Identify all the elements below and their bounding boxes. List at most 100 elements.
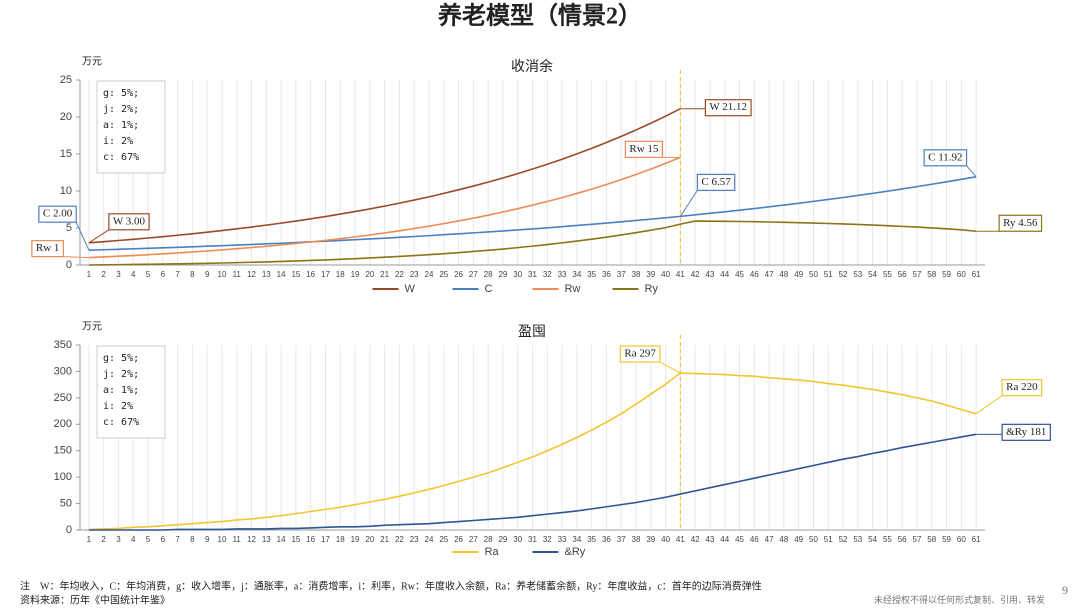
x-tick-label: 9 bbox=[205, 535, 210, 544]
callout-box bbox=[696, 173, 736, 191]
y-tick-label: 20 bbox=[60, 111, 72, 123]
parameter-text: a: 1%; bbox=[103, 385, 139, 396]
x-tick-label: 43 bbox=[705, 535, 714, 544]
x-tick-label: 8 bbox=[190, 270, 195, 279]
page-number: 9 bbox=[1062, 583, 1068, 597]
x-tick-label: 37 bbox=[617, 270, 626, 279]
y-tick-label: 350 bbox=[54, 339, 72, 351]
parameter-text: c: 67% bbox=[103, 152, 139, 163]
data-callout: Ra 297 bbox=[619, 345, 681, 374]
x-tick-label: 2 bbox=[101, 535, 106, 544]
x-tick-label: 20 bbox=[365, 535, 374, 544]
x-tick-label: 52 bbox=[839, 535, 848, 544]
x-tick-label: 17 bbox=[321, 535, 330, 544]
callout-box bbox=[704, 99, 752, 117]
y-tick-label: 150 bbox=[54, 445, 72, 457]
legend-label: Ra bbox=[485, 546, 500, 558]
data-callout: Rw 1 bbox=[31, 240, 89, 259]
x-tick-label: 5 bbox=[146, 535, 151, 544]
x-tick-label: 3 bbox=[116, 535, 121, 544]
x-tick-label: 28 bbox=[484, 270, 493, 279]
x-tick-label: 51 bbox=[824, 535, 833, 544]
x-tick-label: 28 bbox=[484, 535, 493, 544]
x-tick-label: 1 bbox=[87, 270, 92, 279]
callout-leader bbox=[63, 256, 89, 259]
x-tick-label: 7 bbox=[175, 535, 180, 544]
data-label: Ry 4.56 bbox=[1003, 217, 1038, 229]
data-callout: Ra 220 bbox=[975, 379, 1043, 415]
data-callout: &Ry 181 bbox=[976, 423, 1051, 441]
x-tick-label: 21 bbox=[380, 270, 389, 279]
x-tick-label: 10 bbox=[218, 270, 227, 279]
y-tick-label: 100 bbox=[54, 471, 72, 483]
x-tick-label: 41 bbox=[676, 535, 685, 544]
series-line bbox=[88, 372, 977, 531]
x-tick-label: 18 bbox=[336, 270, 345, 279]
x-tick-label: 10 bbox=[218, 535, 227, 544]
x-tick-label: 59 bbox=[942, 535, 951, 544]
data-callout: W 3.00 bbox=[88, 213, 150, 244]
data-label: C 2.00 bbox=[43, 208, 73, 220]
x-tick-label: 33 bbox=[558, 535, 567, 544]
x-tick-label: 34 bbox=[572, 270, 581, 279]
x-tick-label: 35 bbox=[587, 535, 596, 544]
x-tick-label: 19 bbox=[351, 270, 360, 279]
y-tick-label: 25 bbox=[60, 74, 72, 86]
x-tick-label: 22 bbox=[395, 535, 404, 544]
callout-box bbox=[108, 213, 150, 231]
data-callout: W 21.12 bbox=[680, 99, 752, 117]
series-line bbox=[88, 156, 681, 259]
x-tick-label: 23 bbox=[410, 535, 419, 544]
series-line bbox=[88, 107, 681, 244]
x-tick-label: 60 bbox=[957, 270, 966, 279]
x-tick-label: 49 bbox=[794, 270, 803, 279]
series-line bbox=[88, 220, 977, 266]
callout-box bbox=[923, 149, 968, 167]
x-tick-label: 11 bbox=[233, 270, 242, 279]
y-tick-label: 200 bbox=[54, 418, 72, 430]
data-callout: C 2.00 bbox=[38, 205, 90, 251]
x-tick-label: 29 bbox=[498, 535, 507, 544]
x-tick-label: 24 bbox=[425, 270, 434, 279]
parameter-text: i: 2% bbox=[103, 401, 133, 412]
data-callout: Ry 4.56 bbox=[976, 214, 1043, 232]
x-tick-label: 32 bbox=[543, 535, 552, 544]
data-label: Ra 220 bbox=[1006, 381, 1038, 393]
x-tick-label: 42 bbox=[691, 270, 700, 279]
y-tick-label: 0 bbox=[66, 259, 72, 271]
x-tick-label: 53 bbox=[853, 535, 862, 544]
x-tick-label: 40 bbox=[661, 535, 670, 544]
x-tick-label: 38 bbox=[632, 270, 641, 279]
x-tick-label: 38 bbox=[632, 535, 641, 544]
x-tick-label: 57 bbox=[913, 270, 922, 279]
x-tick-label: 49 bbox=[794, 535, 803, 544]
x-tick-label: 30 bbox=[513, 535, 522, 544]
x-tick-label: 46 bbox=[750, 535, 759, 544]
page-title: 养老模型（情景2） bbox=[437, 2, 642, 30]
x-tick-label: 41 bbox=[676, 270, 685, 279]
footnote: 注 W：年均收入，C：年均消费，g：收入增率，j：通胀率，a：消费增率，i：利率… bbox=[20, 579, 762, 592]
x-tick-label: 58 bbox=[927, 535, 936, 544]
x-tick-label: 27 bbox=[469, 535, 478, 544]
data-label: C 6.57 bbox=[701, 176, 731, 188]
x-tick-label: 5 bbox=[146, 270, 151, 279]
x-tick-label: 13 bbox=[262, 270, 271, 279]
callout-leader bbox=[679, 190, 698, 217]
x-tick-label: 16 bbox=[306, 535, 315, 544]
callout-leader bbox=[975, 395, 1003, 415]
x-tick-label: 14 bbox=[277, 270, 286, 279]
x-tick-label: 33 bbox=[558, 270, 567, 279]
x-tick-label: 13 bbox=[262, 535, 271, 544]
data-callout: C 6.57 bbox=[679, 173, 736, 217]
x-tick-label: 48 bbox=[779, 535, 788, 544]
parameter-text: g: 5%; bbox=[103, 353, 139, 364]
parameter-text: j: 2%; bbox=[103, 369, 139, 380]
legend-label: Rw bbox=[565, 283, 581, 295]
disclaimer: 未经授权不得以任何形式复制、引用、转发 bbox=[874, 594, 1045, 605]
x-tick-label: 50 bbox=[809, 535, 818, 544]
parameter-text: c: 67% bbox=[103, 417, 139, 428]
callout-box bbox=[31, 240, 65, 258]
x-tick-label: 61 bbox=[972, 270, 981, 279]
data-label: W 21.12 bbox=[709, 101, 747, 113]
